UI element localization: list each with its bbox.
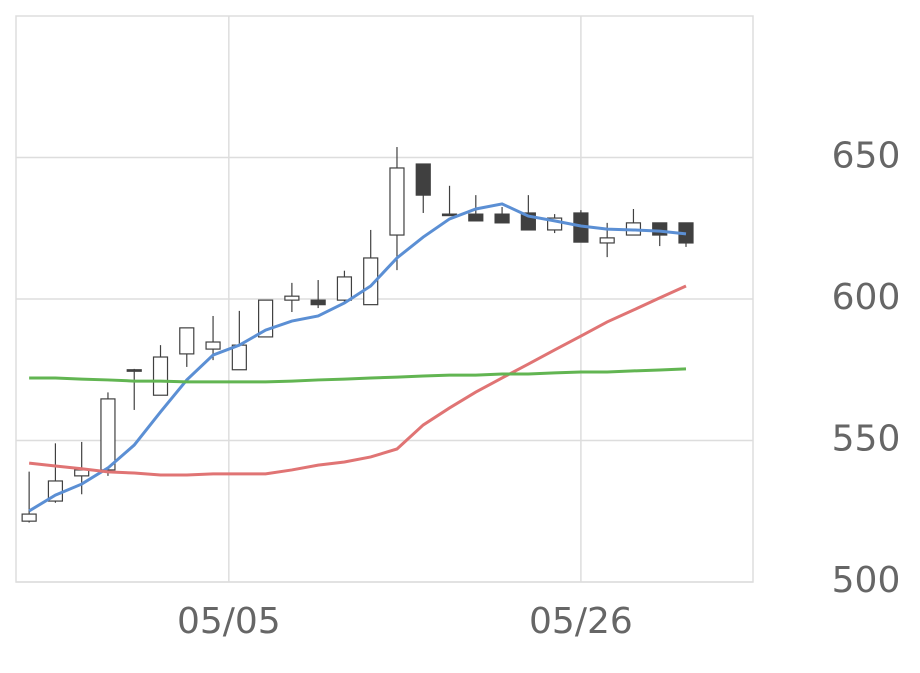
candle-body xyxy=(231,344,247,371)
candle-body xyxy=(389,167,405,236)
candle-body xyxy=(547,217,563,231)
candle-body xyxy=(441,213,458,217)
moving-average-line xyxy=(29,367,687,384)
candle-body xyxy=(100,398,116,471)
y-tick-label: 650 xyxy=(832,136,901,177)
x-tick-label: 05/05 xyxy=(177,601,281,642)
y-tick-label: 550 xyxy=(832,419,901,460)
candle-body xyxy=(126,369,142,372)
candle-body xyxy=(363,257,379,306)
moving-average-line xyxy=(28,202,687,513)
moving-average-line xyxy=(28,284,687,477)
y-tick-label: 500 xyxy=(832,560,901,601)
candle-body xyxy=(468,213,484,222)
y-tick-label: 600 xyxy=(832,277,901,318)
candle-body xyxy=(336,276,353,301)
candle-body xyxy=(310,299,326,306)
candle-body xyxy=(152,356,169,396)
candle-body xyxy=(179,327,195,355)
candle-body xyxy=(652,222,668,236)
candle-body xyxy=(205,341,221,350)
x-tick-label: 05/26 xyxy=(529,601,633,642)
candle-body xyxy=(599,237,615,244)
candle-body xyxy=(415,163,431,196)
candle-body xyxy=(21,513,37,522)
candle-body xyxy=(284,295,300,301)
candle-body xyxy=(494,213,510,224)
